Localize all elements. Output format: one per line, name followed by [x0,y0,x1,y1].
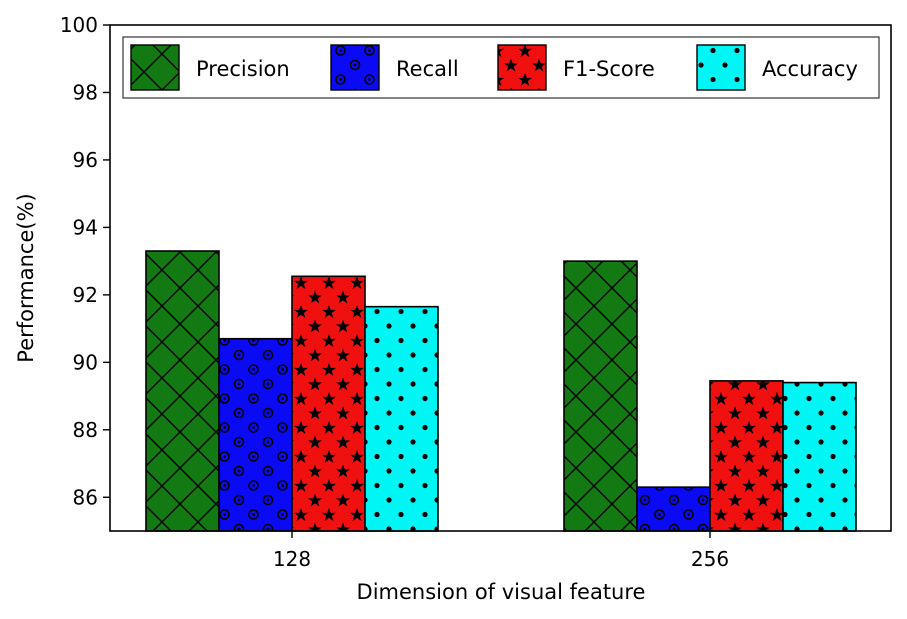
legend-swatch-recall [330,44,380,91]
y-tick-label: 96 [73,148,98,172]
x-axis: 128 256 [273,531,729,571]
legend-label-f1-score: F1-Score [563,57,655,81]
y-tick-label: 100 [60,13,98,37]
y-axis-label: Performance(%) [14,193,38,362]
y-tick-label: 92 [73,283,98,307]
y-tick-label: 88 [73,418,98,442]
legend-label-precision: Precision [196,57,290,81]
y-tick-label: 90 [73,350,98,374]
y-tick-label: 98 [73,80,98,104]
bar-accuracy-256 [782,381,857,532]
y-tick-label: 86 [73,485,98,509]
legend-swatch-f1-score [497,44,547,91]
y-axis: 86 88 90 92 94 96 98 100 [60,13,110,509]
bar-f1-score-256 [709,380,784,532]
legend-swatch-precision [130,44,180,91]
x-axis-label: Dimension of visual feature [357,580,646,604]
bar-recall-256 [636,486,711,532]
y-tick-label: 94 [73,215,98,239]
legend-label-recall: Recall [396,57,459,81]
x-tick-label: 256 [691,547,729,571]
plot-frame [109,24,892,532]
bar-recall-128 [218,337,293,532]
plot-area [109,24,892,532]
bar-precision-256 [563,260,638,532]
bar-precision-128 [145,250,220,532]
legend-swatch-accuracy [696,44,746,91]
x-tick-label: 128 [273,547,311,571]
legend: Precision Recall F1-Score Accuracy [122,36,880,99]
bar-f1-score-128 [291,275,366,532]
legend-label-accuracy: Accuracy [762,57,858,81]
bar-accuracy-128 [364,305,439,532]
